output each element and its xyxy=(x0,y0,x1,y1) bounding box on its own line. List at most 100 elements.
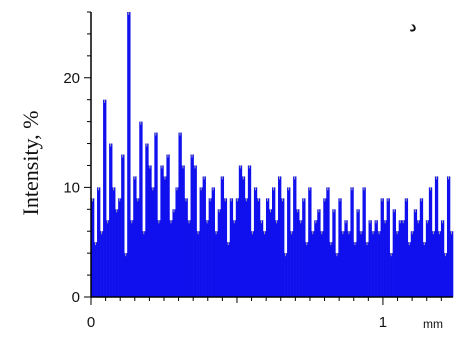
panel-label: د xyxy=(410,18,417,35)
histogram-bar xyxy=(428,187,433,297)
histogram-bar xyxy=(124,253,128,297)
x-tick-label: 0 xyxy=(87,314,95,331)
histogram-bar xyxy=(109,143,113,297)
histogram-bar xyxy=(187,220,191,297)
histogram-bar xyxy=(253,187,258,297)
histogram-bar xyxy=(407,242,412,297)
histogram-bar xyxy=(413,209,418,297)
histogram-bar xyxy=(235,198,240,297)
histogram-bar xyxy=(127,12,131,297)
histogram-bar xyxy=(244,198,249,297)
histogram-bar xyxy=(431,231,436,297)
histogram-bar xyxy=(356,209,360,297)
histogram-bar xyxy=(404,198,409,297)
histogram-bar xyxy=(184,198,188,297)
histogram-bar xyxy=(133,176,137,297)
histogram-bar xyxy=(238,165,243,297)
histogram-bar xyxy=(383,220,387,297)
histogram-bar xyxy=(94,242,98,297)
histogram-bar xyxy=(160,165,164,297)
histogram-bar xyxy=(359,231,363,297)
histogram-bar xyxy=(335,253,339,297)
histogram-bar xyxy=(268,209,273,297)
histogram-bar xyxy=(166,154,170,297)
histogram-bar xyxy=(97,187,101,297)
histogram-bar xyxy=(311,231,315,297)
histogram-bar xyxy=(380,198,384,297)
histogram-bar xyxy=(320,231,324,297)
histogram-bar xyxy=(190,154,194,297)
y-tick-label: 10 xyxy=(63,179,80,196)
histogram-bar xyxy=(389,253,393,297)
histogram-bar xyxy=(326,187,330,297)
histogram-bar xyxy=(130,220,134,297)
histogram-bar xyxy=(293,176,297,297)
histogram-bar xyxy=(374,220,378,297)
histogram-bar xyxy=(332,209,336,297)
histogram-bar xyxy=(416,220,421,297)
histogram-bar xyxy=(392,209,396,297)
histogram-bar xyxy=(172,209,176,297)
histogram-bar xyxy=(211,187,215,297)
histogram-bar xyxy=(440,220,445,297)
histogram-bar xyxy=(226,242,231,297)
histogram-bar xyxy=(151,187,155,297)
histogram-bar xyxy=(193,165,197,297)
histogram-bar xyxy=(302,198,306,297)
histogram-bar xyxy=(323,198,327,297)
x-axis-unit: mm xyxy=(423,317,443,331)
histogram-bar xyxy=(208,198,212,297)
histogram-bar xyxy=(241,176,246,297)
histogram-bar xyxy=(308,187,312,297)
histogram-bar xyxy=(365,242,369,297)
histogram-bar xyxy=(163,176,167,297)
histogram-bar xyxy=(419,198,424,297)
histogram-bar xyxy=(290,231,294,297)
histogram-bar xyxy=(329,242,333,297)
histogram-bar xyxy=(145,143,149,297)
histogram-bar xyxy=(287,187,291,297)
histogram-bar xyxy=(449,231,454,297)
histogram-bar xyxy=(437,231,442,297)
histogram-bar xyxy=(314,220,318,297)
histogram-bar xyxy=(157,220,161,297)
histogram-bar xyxy=(259,220,264,297)
histogram-bar xyxy=(305,242,309,297)
histogram-bar xyxy=(91,198,95,297)
histogram-bar xyxy=(220,176,225,297)
histogram-bar xyxy=(199,187,203,297)
histogram-bar xyxy=(115,209,119,297)
histogram-bar xyxy=(205,220,209,297)
histogram-bar xyxy=(100,231,104,297)
histogram-bar xyxy=(256,198,261,297)
histogram-bar xyxy=(398,220,403,297)
histogram-bar xyxy=(401,220,406,297)
histogram-bar xyxy=(395,231,399,297)
y-tick-label: 0 xyxy=(72,289,80,306)
histogram-bar xyxy=(148,165,152,297)
histogram-bar xyxy=(275,220,279,297)
histogram-bar xyxy=(371,231,375,297)
histogram-bar xyxy=(202,176,206,297)
histogram-bar xyxy=(217,209,222,297)
histogram-bar xyxy=(296,209,300,297)
x-tick-label: 1 xyxy=(379,314,387,331)
histogram-bar xyxy=(178,132,182,297)
histogram-bar xyxy=(250,231,255,297)
histogram-bar xyxy=(112,187,116,297)
histogram-bar xyxy=(368,220,372,297)
histogram-bar xyxy=(175,187,179,297)
histogram-bar xyxy=(247,165,252,297)
histogram-bar xyxy=(196,231,200,297)
histogram-bar xyxy=(350,187,354,297)
histogram-bar xyxy=(344,220,348,297)
histogram-bar xyxy=(299,220,303,297)
histogram-bar xyxy=(317,209,321,297)
histogram-bar xyxy=(136,198,140,297)
histogram-bar xyxy=(262,231,267,297)
histogram-bar xyxy=(338,198,342,297)
histogram-bar xyxy=(214,231,218,297)
y-tick-label: 20 xyxy=(63,70,80,87)
histogram-bar xyxy=(377,231,381,297)
